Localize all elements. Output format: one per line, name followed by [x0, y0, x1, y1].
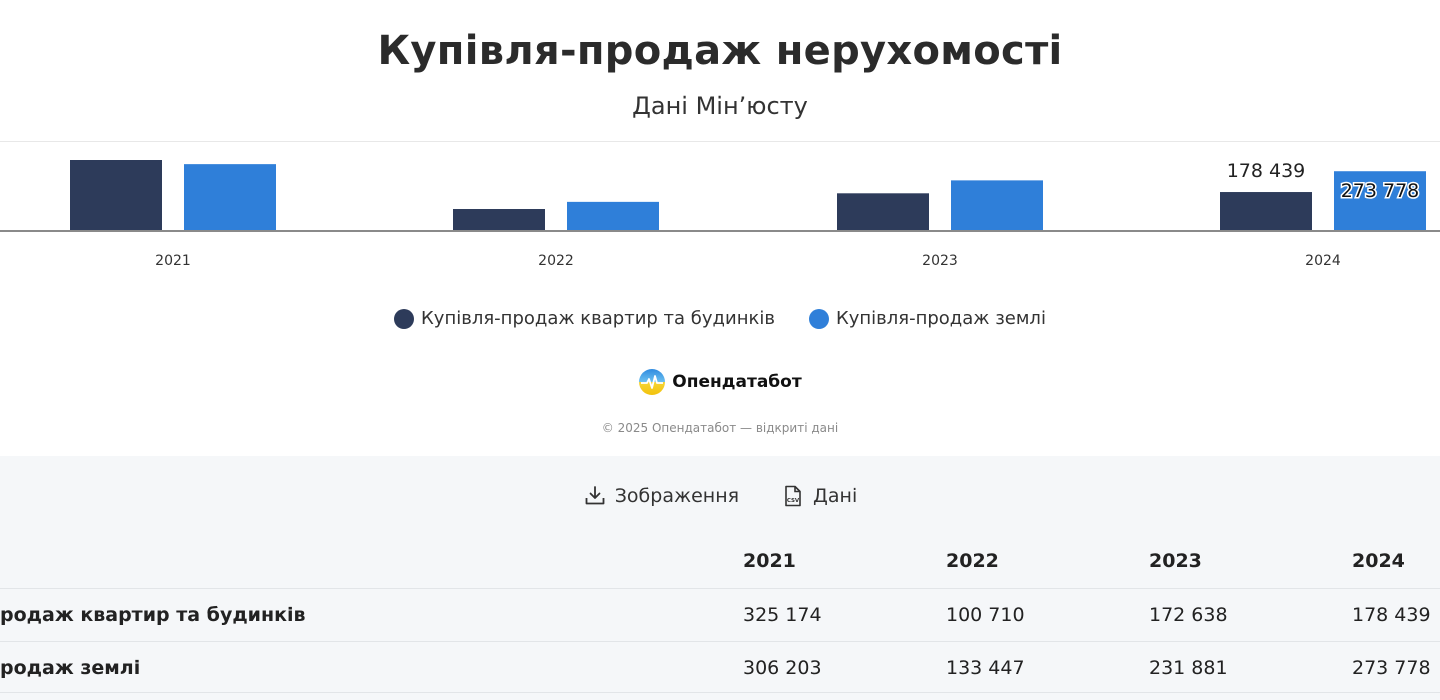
legend-swatch-land: [808, 308, 829, 329]
data-label-land-2024: 273 778: [1341, 180, 1420, 202]
table-header-cell: 2023: [1149, 550, 1202, 572]
table-cell: 178 439: [1352, 604, 1431, 626]
chart-title: Купівля-продаж нерухомості: [377, 28, 1063, 74]
bar-chart: 2021 2022 2023 2024 178 439 273 778: [0, 160, 1440, 269]
download-image-label: Зображення: [614, 485, 740, 507]
x-tick-label: 2024: [1305, 253, 1341, 269]
x-tick-label: 2023: [922, 253, 958, 269]
x-tick-label: 2022: [538, 253, 574, 269]
bar-apartments-2022[interactable]: [453, 209, 545, 231]
table-cell: 306 203: [743, 657, 822, 679]
table-header-row: 2021 2022 2023 2024: [0, 542, 1440, 588]
table-cell: 172 638: [1149, 604, 1228, 626]
bar-land-2024[interactable]: [1334, 171, 1426, 231]
divider: [0, 692, 1440, 693]
bar-apartments-2023[interactable]: [837, 193, 929, 231]
data-label-apartments-2024: 178 439: [1227, 160, 1306, 182]
copyright-text: © 2025 Опендатабот — відкриті дані: [601, 421, 839, 435]
table-cell: 325 174: [743, 604, 822, 626]
chart-subtitle: Дані Мін’юсту: [632, 92, 808, 120]
download-image-button[interactable]: Зображення: [583, 484, 739, 508]
legend-label-land: Купівля-продаж землі: [835, 308, 1046, 329]
bar-land-2023[interactable]: [951, 180, 1043, 231]
download-icon: [585, 486, 605, 505]
table-header-cell: 2022: [946, 550, 999, 572]
opendatabot-logo-icon: [639, 369, 666, 395]
table-header-cell: 2021: [743, 550, 796, 572]
download-data-button[interactable]: CSV Дані: [781, 484, 857, 508]
x-tick-label: 2021: [155, 253, 191, 269]
bar-land-2021[interactable]: [184, 164, 276, 231]
chart-legend: Купівля-продаж квартир та будинків Купів…: [0, 308, 1440, 329]
bar-apartments-2021[interactable]: [70, 160, 162, 231]
bar-land-2022[interactable]: [567, 201, 659, 231]
svg-text:CSV: CSV: [787, 498, 800, 504]
table-cell: 273 778: [1352, 657, 1431, 679]
legend-item-apartments[interactable]: Купівля-продаж квартир та будинків: [394, 308, 775, 329]
table-cell: 133 447: [946, 657, 1025, 679]
table-cell: 100 710: [946, 604, 1025, 626]
brand-name: Опендатабот: [672, 372, 802, 392]
bar-apartments-2024[interactable]: [1220, 192, 1312, 231]
table-row-label: родаж землі: [0, 657, 141, 679]
download-bar: Зображення CSV Дані: [0, 484, 1440, 508]
divider: [0, 141, 1440, 142]
table-cell: 231 881: [1149, 657, 1228, 679]
csv-file-icon: CSV: [785, 485, 801, 507]
legend-item-land[interactable]: Купівля-продаж землі: [808, 308, 1046, 329]
brand-logo-link[interactable]: Опендатабот: [0, 368, 1440, 396]
data-table: 2021 2022 2023 2024 родаж квартир та буд…: [0, 542, 1440, 694]
table-header-cell: 2024: [1352, 550, 1405, 572]
legend-label-apartments: Купівля-продаж квартир та будинків: [421, 308, 775, 329]
legend-swatch-apartments: [394, 308, 415, 329]
table-row: родаж землі 306 203 133 447 231 881 273 …: [0, 641, 1440, 694]
download-data-label: Дані: [813, 485, 858, 507]
table-row-label: родаж квартир та будинків: [0, 604, 306, 626]
data-panel: Зображення CSV Дані 2021 2022 2023 2024 …: [0, 456, 1440, 700]
table-row: родаж квартир та будинків 325 174 100 71…: [0, 588, 1440, 641]
